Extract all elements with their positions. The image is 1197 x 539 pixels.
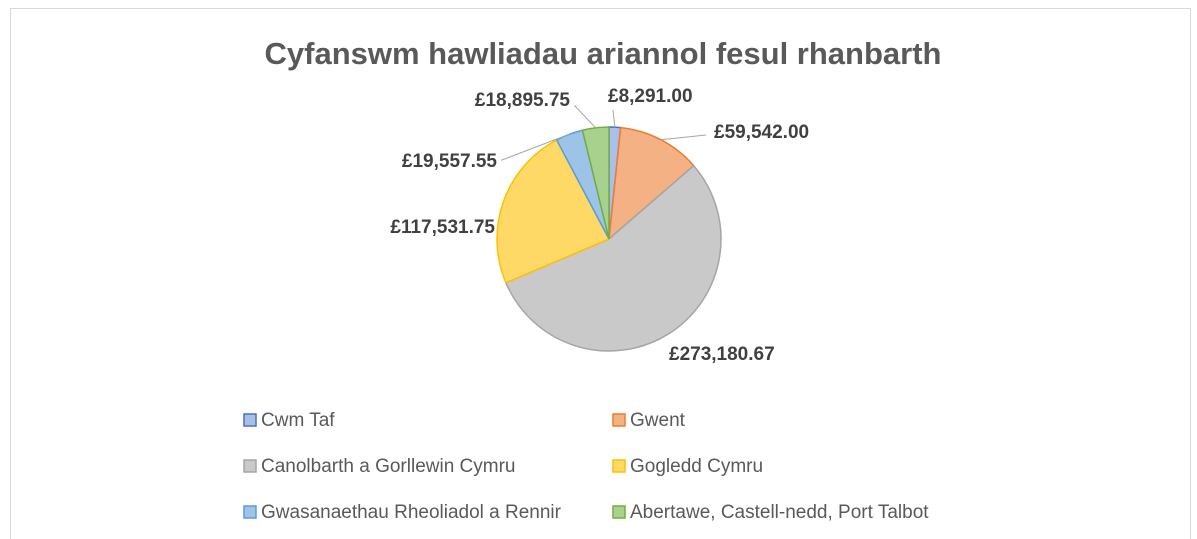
legend-label: Gwasanaethau Rheoliadol a Rennir bbox=[261, 502, 562, 523]
chart-title: Cyfanswm hawliadau ariannol fesul rhanba… bbox=[265, 36, 942, 71]
legend-label: Abertawe, Castell-nedd, Port Talbot bbox=[630, 502, 929, 523]
leader-line bbox=[660, 134, 707, 141]
legend-label: Gwent bbox=[630, 410, 686, 431]
legend-label: Gogledd Cymru bbox=[630, 456, 763, 477]
data-label: £18,895.75 bbox=[475, 90, 571, 111]
leader-line bbox=[612, 109, 616, 128]
data-label: £8,291.00 bbox=[608, 86, 693, 107]
legend-label: Canolbarth a Gorllewin Cymru bbox=[261, 456, 516, 477]
legend-label: Cwm Taf bbox=[261, 410, 335, 431]
pie-slice bbox=[608, 126, 695, 241]
legend-swatch bbox=[243, 413, 257, 427]
legend-swatch bbox=[612, 459, 626, 473]
pie-slice bbox=[504, 164, 722, 352]
legend-swatch bbox=[243, 505, 257, 519]
data-label: £273,180.67 bbox=[669, 344, 775, 365]
pie-slice bbox=[496, 138, 611, 284]
data-label: £19,557.55 bbox=[402, 151, 498, 172]
leader-line bbox=[574, 105, 597, 129]
legend-swatch bbox=[243, 459, 257, 473]
leader-line bbox=[501, 133, 570, 161]
data-label: £117,531.75 bbox=[390, 217, 495, 238]
legend-swatch bbox=[612, 505, 626, 519]
pie-slice bbox=[581, 126, 610, 240]
legend-swatch bbox=[612, 413, 626, 427]
data-label: £59,542.00 bbox=[714, 122, 809, 143]
